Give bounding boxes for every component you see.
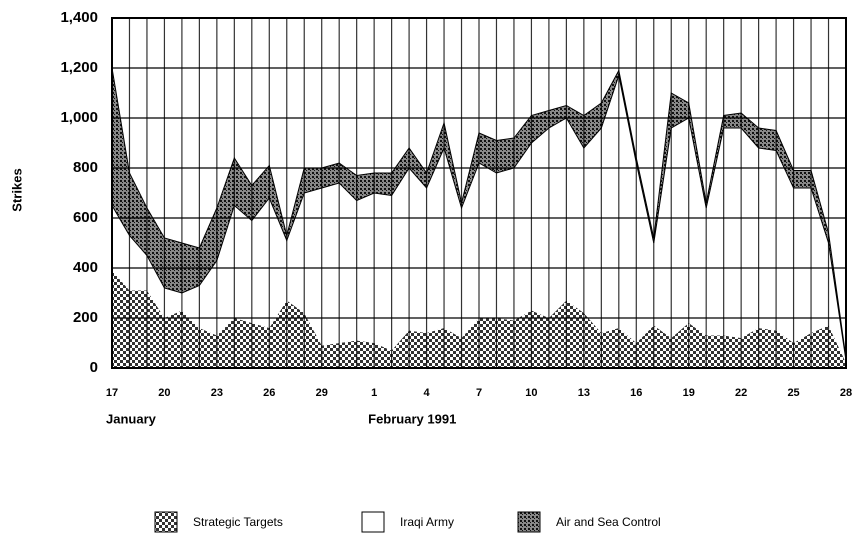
month-label: February 1991	[368, 411, 456, 426]
x-tick-label: 17	[106, 387, 118, 399]
legend-label: Strategic Targets	[193, 515, 283, 529]
x-tick-label: 23	[211, 387, 223, 399]
x-tick-label: 26	[263, 387, 275, 399]
legend-swatch	[517, 511, 541, 533]
legend-label: Iraqi Army	[400, 515, 454, 529]
x-tick-label: 7	[476, 387, 482, 399]
plot-frame	[111, 17, 847, 369]
y-tick-label: 0	[90, 359, 98, 376]
y-tick-label: 400	[73, 259, 98, 276]
x-tick-label: 28	[840, 387, 852, 399]
y-tick-label: 800	[73, 159, 98, 176]
x-tick-label: 10	[525, 387, 537, 399]
legend-swatch	[361, 511, 385, 533]
legend-swatch	[154, 511, 178, 533]
y-tick-label: 600	[73, 209, 98, 226]
x-tick-label: 25	[787, 387, 799, 399]
x-tick-label: 20	[158, 387, 170, 399]
y-tick-label: 200	[73, 309, 98, 326]
month-label: January	[106, 411, 157, 426]
legend-label: Air and Sea Control	[556, 515, 661, 529]
y-tick-label: 1,000	[60, 109, 98, 126]
x-tick-label: 22	[735, 387, 747, 399]
x-tick-label: 4	[424, 387, 431, 399]
x-tick-label: 13	[578, 387, 590, 399]
x-tick-label: 19	[683, 387, 695, 399]
y-tick-label: 1,400	[60, 9, 98, 26]
x-tick-label: 29	[316, 387, 328, 399]
y-axis-label: Strikes	[9, 168, 24, 211]
x-tick-label: 1	[371, 387, 377, 399]
x-tick-label: 16	[630, 387, 642, 399]
y-tick-label: 1,200	[60, 59, 98, 76]
